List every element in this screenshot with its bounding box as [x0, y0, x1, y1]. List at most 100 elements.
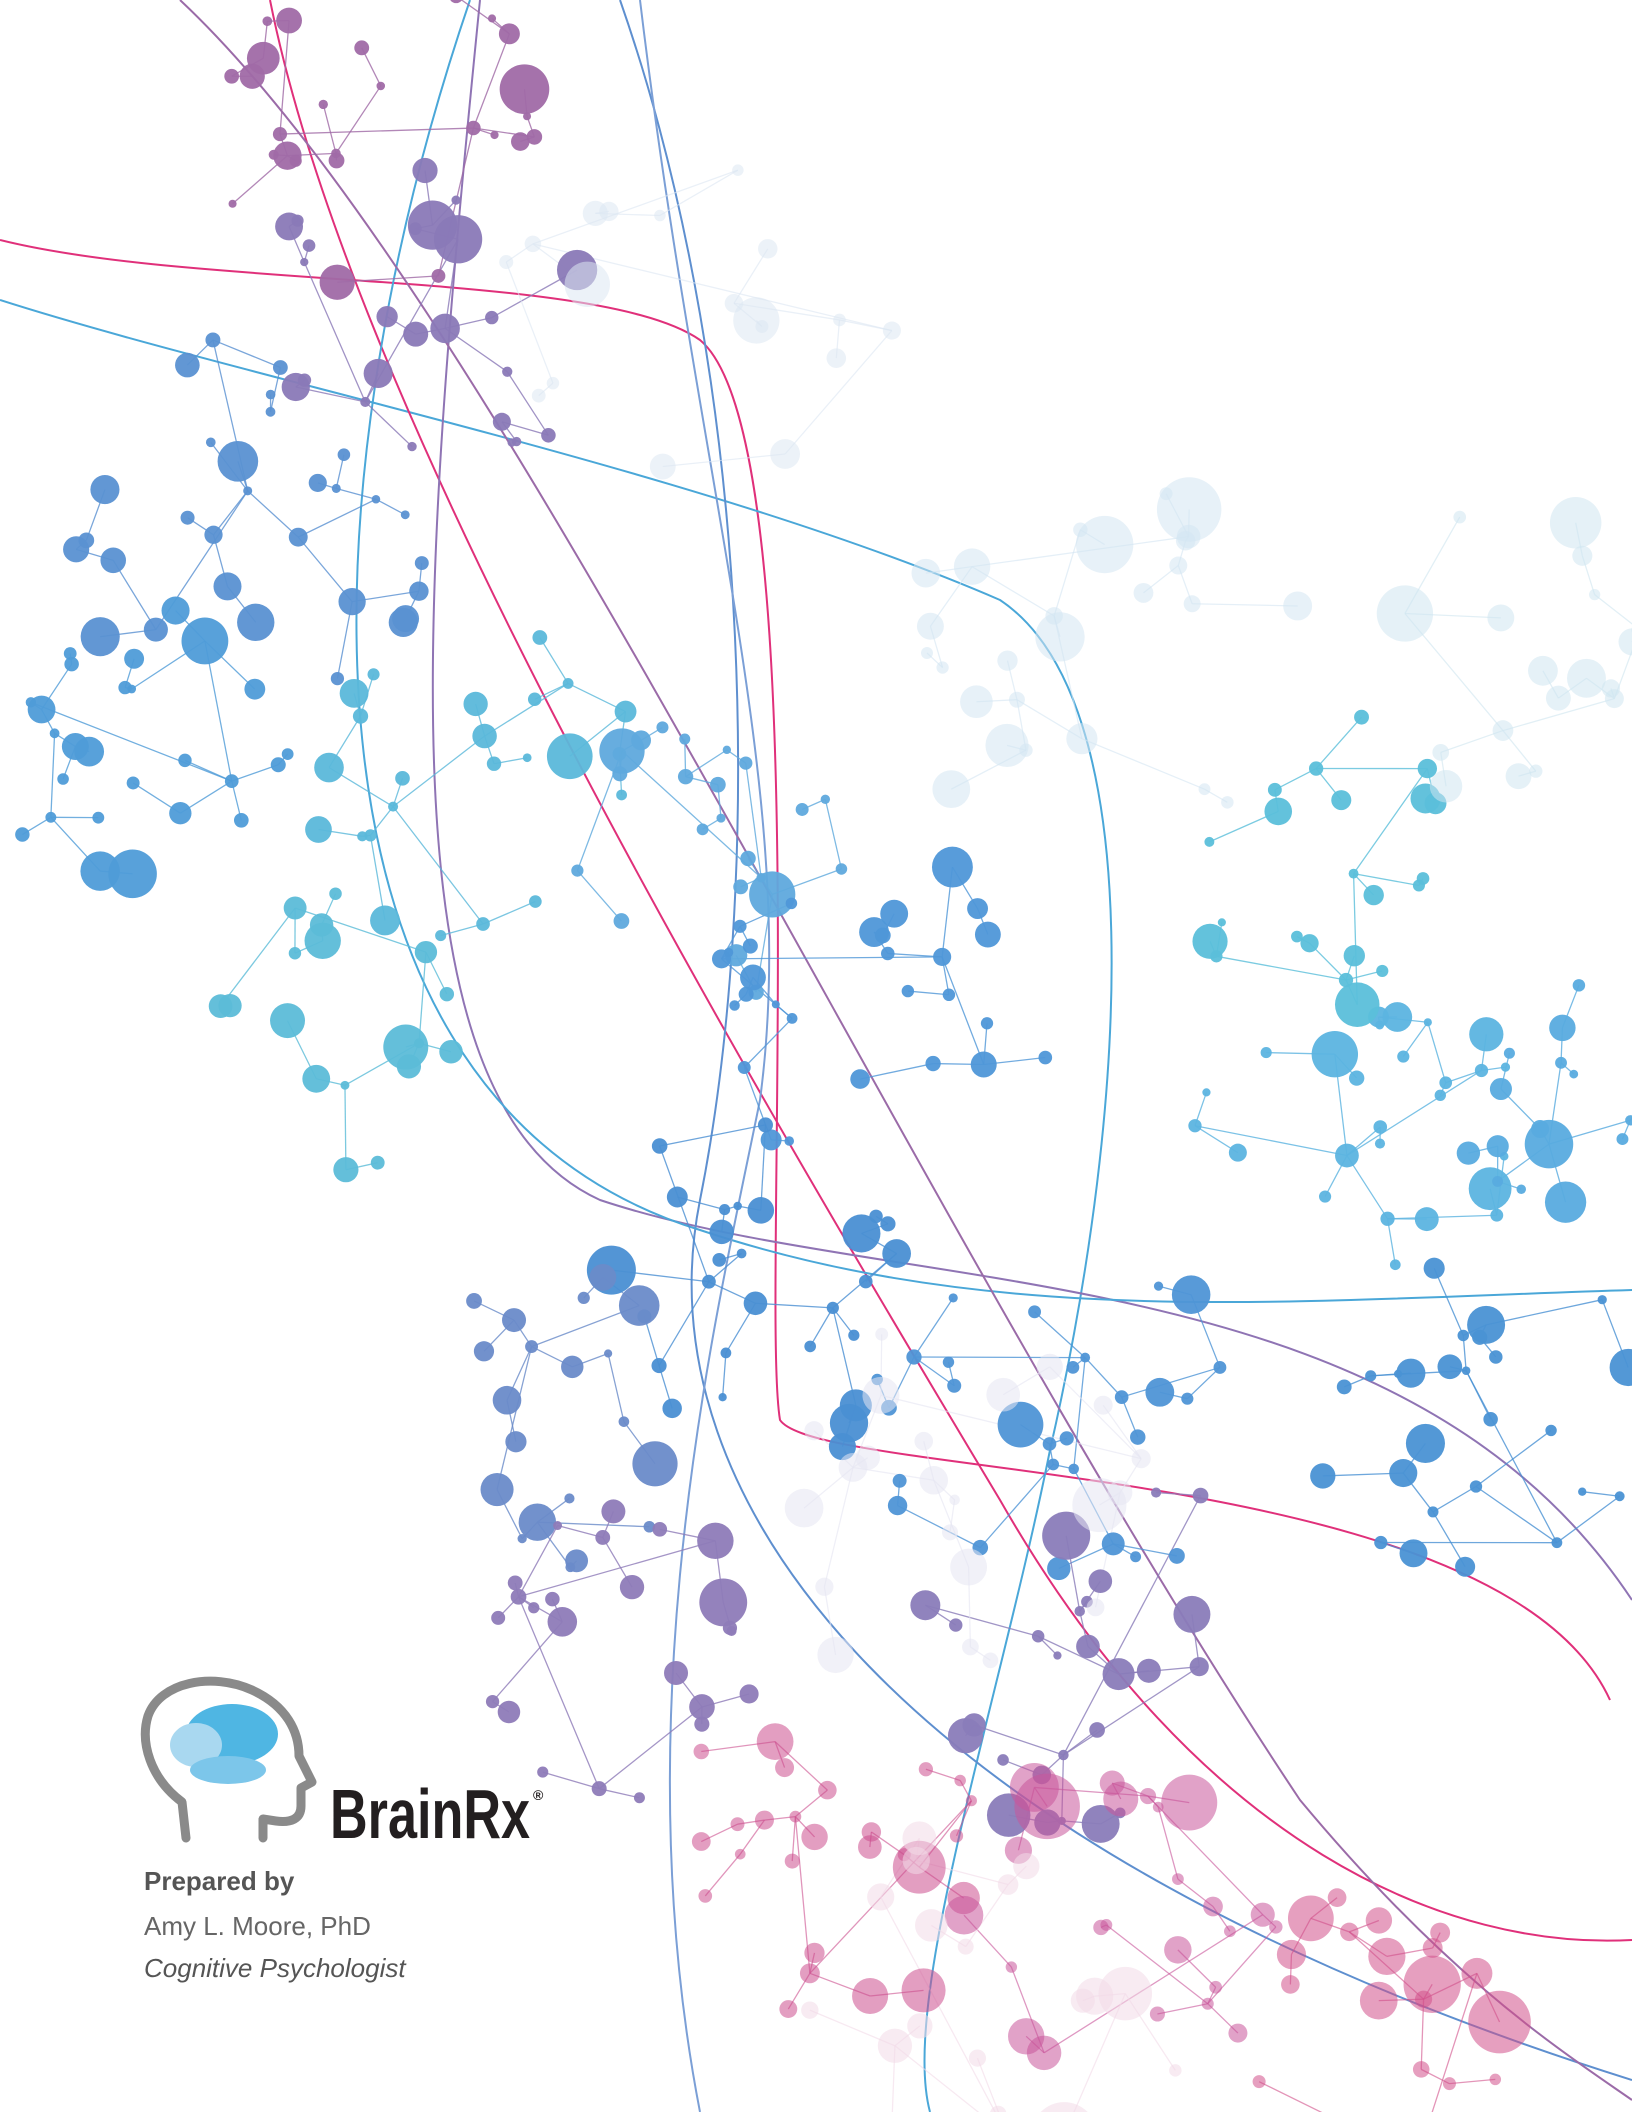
network-node [1037, 1354, 1063, 1380]
network-edge [376, 499, 405, 515]
network-edge [345, 1085, 346, 1169]
network-node [1493, 720, 1514, 741]
network-node [1430, 1923, 1450, 1943]
network-edge [810, 1308, 833, 1347]
network-node [875, 1328, 888, 1341]
network-node [1193, 1488, 1209, 1504]
network-node [950, 1549, 987, 1586]
network-edge [298, 499, 376, 537]
network-node [1035, 612, 1084, 661]
network-node [1413, 2061, 1430, 2078]
network-node [372, 495, 381, 504]
network-edge [519, 1541, 716, 1597]
network-node [785, 1489, 824, 1528]
network-node [124, 649, 144, 669]
network-edge [825, 799, 841, 869]
network-node [407, 442, 416, 451]
network-node [432, 269, 446, 283]
network-node [502, 367, 512, 377]
network-edge [914, 1298, 953, 1357]
registered-mark: ® [533, 1787, 544, 1803]
network-edge [1259, 2082, 1373, 2112]
brand-name: BrainRx [330, 1775, 530, 1853]
network-node [262, 16, 272, 26]
network-node [532, 389, 546, 403]
network-node [403, 322, 428, 347]
network-node [1310, 1463, 1335, 1488]
network [15, 0, 1632, 2112]
network-node [1066, 723, 1097, 754]
network-node [127, 776, 140, 789]
network-node [1468, 1991, 1531, 2054]
network-node [1058, 1750, 1068, 1760]
network-node [604, 1349, 612, 1357]
network-node [883, 322, 901, 340]
network-node [1531, 1120, 1549, 1138]
network-node [415, 556, 429, 570]
network-node [1047, 1557, 1070, 1580]
network-node [945, 1896, 984, 1935]
network-node [1157, 477, 1221, 541]
network-node [960, 685, 993, 718]
network-node [921, 647, 933, 659]
network-node [1153, 1802, 1164, 1813]
network-node [100, 548, 126, 574]
network-node [1038, 1051, 1052, 1065]
network-node [1376, 965, 1388, 977]
network-node [1006, 1961, 1017, 1972]
network-node [1390, 1259, 1401, 1270]
network-node [1415, 1207, 1439, 1231]
network-node [1375, 1021, 1384, 1030]
network-node [451, 196, 460, 205]
network-node [619, 1416, 630, 1427]
network-edge [248, 491, 299, 537]
network-node [758, 1117, 773, 1132]
network-node [631, 730, 651, 750]
network-node [1404, 1956, 1461, 2013]
network-edge [608, 1353, 624, 1421]
brain-lobe [190, 1756, 266, 1784]
network-node [1253, 2075, 1266, 2088]
network-node [1150, 2006, 1165, 2021]
network-node [553, 1521, 562, 1530]
network-node [723, 1621, 737, 1635]
network-node [565, 262, 610, 307]
network-node [144, 618, 168, 642]
network-edge [1347, 1070, 1482, 1155]
network-edge [895, 2046, 1008, 2112]
network-node [541, 428, 556, 443]
network-node [942, 1524, 958, 1540]
network-node [723, 746, 731, 754]
network-node [511, 132, 530, 151]
network-node [789, 1811, 801, 1823]
network-node [985, 724, 1028, 767]
network-node [1228, 2024, 1247, 2043]
network-node [244, 679, 265, 700]
network-node [1202, 1998, 1214, 2010]
network-node [1472, 1330, 1487, 1345]
network-node [612, 766, 627, 781]
network-node [804, 1421, 823, 1440]
network-node [491, 1611, 505, 1625]
network-node [1462, 1366, 1471, 1375]
network-node [1487, 1135, 1509, 1157]
network-edge [599, 1707, 702, 1789]
network-node [1067, 1361, 1080, 1374]
network-node [1455, 1557, 1475, 1577]
network-edge [925, 1605, 1038, 1636]
network-node [64, 647, 77, 660]
network-node [289, 528, 308, 547]
network-node [181, 618, 228, 665]
network-node [749, 871, 795, 917]
page: BrainRx ® Prepared by Amy L. Moore, PhD … [0, 0, 1632, 2112]
network-node [371, 1156, 385, 1170]
network-node [108, 850, 157, 899]
network-edge [221, 908, 296, 1006]
network-node [962, 1639, 979, 1656]
network-node [732, 164, 743, 175]
network-node [284, 897, 307, 920]
network-node [748, 1197, 775, 1224]
network-node [1309, 761, 1323, 775]
network-node [827, 348, 847, 368]
network-node [1366, 1907, 1392, 1933]
